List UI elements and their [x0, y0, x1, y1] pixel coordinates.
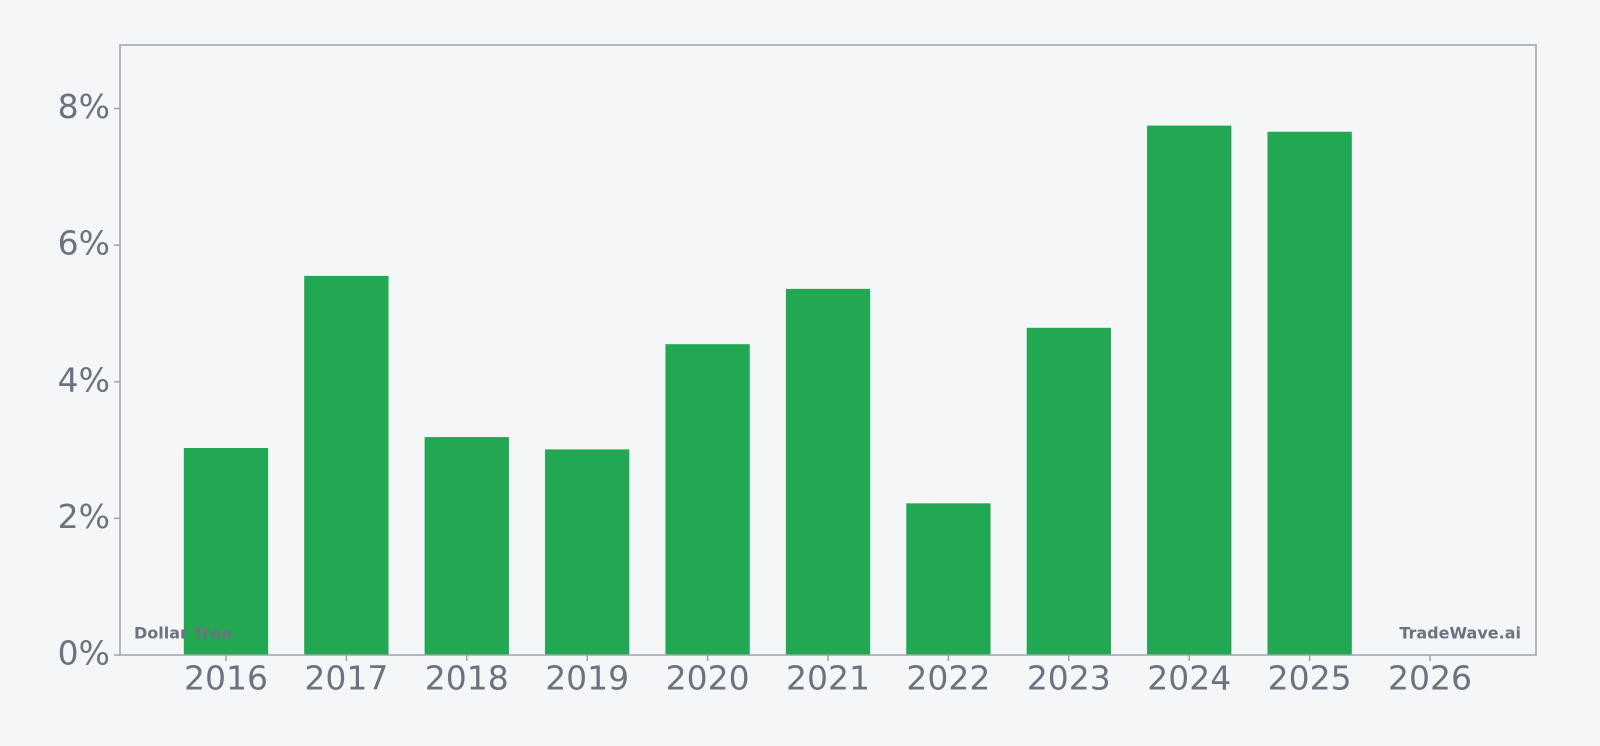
bar	[304, 275, 389, 655]
bar	[1147, 125, 1232, 655]
bar	[1267, 131, 1352, 656]
bar	[545, 449, 630, 655]
bar	[785, 288, 871, 655]
annotation: TradeWave.ai	[1399, 624, 1521, 643]
plot-frame	[119, 44, 1537, 656]
x-tick-label: 2023	[1027, 659, 1111, 698]
bar	[1026, 327, 1111, 655]
bar	[183, 448, 269, 655]
x-tick-label: 2018	[425, 659, 509, 698]
y-tick-label: 0%	[58, 634, 110, 673]
x-tick-label: 2024	[1147, 659, 1231, 698]
x-tick-label: 2020	[666, 659, 750, 698]
bar	[424, 437, 509, 655]
x-tick-label: 2022	[906, 659, 990, 698]
x-tick-label: 2025	[1268, 659, 1352, 698]
bar	[906, 503, 991, 655]
x-tick-label: 2021	[786, 659, 870, 698]
y-tick-label: 4%	[58, 360, 110, 399]
y-tick-label: 2%	[58, 497, 110, 536]
bar	[665, 344, 750, 655]
y-tick-label: 8%	[58, 87, 110, 126]
x-tick-label: 2026	[1388, 659, 1472, 698]
x-tick-label: 2019	[545, 659, 629, 698]
x-tick-label: 2017	[304, 659, 388, 698]
x-tick-label: 2016	[184, 659, 268, 698]
annotation: Dollar Tree	[134, 624, 232, 643]
y-tick-label: 6%	[58, 224, 110, 263]
